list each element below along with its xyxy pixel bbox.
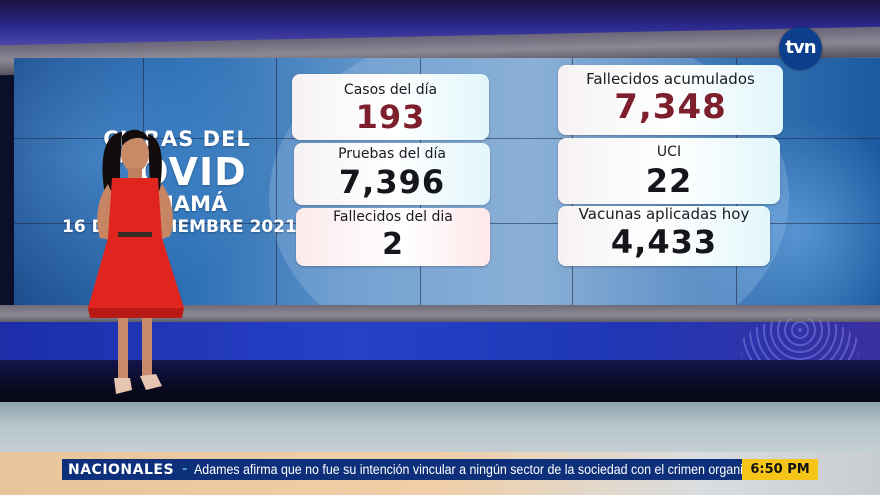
stat-card-cumulative-deaths: Fallecidos acumulados 7,348 xyxy=(558,65,783,135)
news-ticker: NACIONALES - Adames afirma que no fue su… xyxy=(62,459,742,480)
broadcast-clock: 6:50 PM xyxy=(742,459,818,480)
stat-card-cases-today: Casos del día 193 xyxy=(292,74,489,140)
stat-label: Pruebas del día xyxy=(338,146,446,162)
tvn-channel-logo: tvn xyxy=(779,27,822,70)
presenter-figure xyxy=(88,129,184,394)
stat-label: UCI xyxy=(656,144,682,160)
stat-value: 7,396 xyxy=(338,163,446,201)
stat-card-vaccines-today: Vacunas aplicadas hoy 4,433 xyxy=(558,206,770,266)
stat-value: 2 xyxy=(382,227,404,262)
wall-seam xyxy=(276,58,277,308)
stat-card-icu: UCI 22 xyxy=(558,138,780,204)
ticker-section-label: NACIONALES xyxy=(68,461,175,478)
stat-label: Casos del día xyxy=(343,82,438,98)
stat-value: 22 xyxy=(645,162,693,200)
ticker-headline: Adames afirma que no fue su intención vi… xyxy=(194,462,742,477)
ticker-separator: - xyxy=(182,462,188,477)
stat-value: 7,348 xyxy=(614,87,727,127)
stat-card-tests-today: Pruebas del día 7,396 xyxy=(294,143,490,205)
stat-label: Fallecidos del dia xyxy=(333,209,453,225)
stat-value: 4,433 xyxy=(610,223,718,261)
videowall-bottom-frame xyxy=(0,305,880,325)
stat-value: 193 xyxy=(355,98,426,136)
stat-label: Fallecidos acumulados xyxy=(586,70,755,88)
stat-card-deaths-today: Fallecidos del dia 2 xyxy=(296,208,490,266)
stat-label: Vacunas aplicadas hoy xyxy=(578,205,750,223)
